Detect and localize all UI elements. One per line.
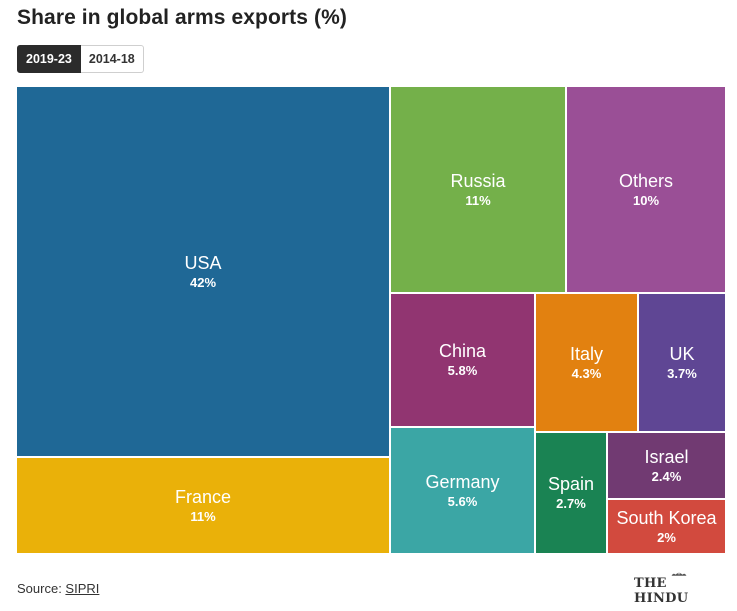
cell-label-china: China [438,341,487,361]
cell-label-france: France [174,486,232,507]
source-link-sipri[interactable]: SIPRI [65,581,100,596]
cell-label-others: Others [618,170,674,191]
the-hindu-logo: THE HINDU [634,572,724,606]
treemap-cell-italy[interactable]: Italy 4.3% [535,293,638,432]
cell-value-spain: 2.7% [556,496,586,511]
treemap-cell-china[interactable]: China 5.8% [390,293,535,427]
cell-value-others: 10% [632,192,660,208]
cell-value-israel: 2.4% [651,468,682,484]
treemap-cell-germany[interactable]: Germany 5.6% [390,427,535,554]
treemap-cell-russia[interactable]: Russia 11% [390,86,566,293]
cell-label-germany: Germany [425,471,500,492]
cell-value-uk: 3.7% [667,365,697,381]
cell-label-usa: USA [184,252,222,273]
period-tabs: 2019-23 2014-18 [17,45,144,73]
logo-text: THE HINDU [634,576,689,606]
treemap-cell-south-korea[interactable]: South Korea 2% [607,499,726,554]
tab-2014-18[interactable]: 2014-18 [80,45,144,73]
source-note: Source: SIPRI [17,581,99,596]
treemap-cell-usa[interactable]: USA 42% [16,86,390,457]
treemap-cell-france[interactable]: France 11% [16,457,390,554]
cell-label-south-korea: South Korea [616,507,717,528]
cell-label-russia: Russia [450,170,506,191]
cell-value-usa: 42% [189,274,217,290]
source-prefix: Source: [17,581,66,596]
cell-value-germany: 5.6% [447,493,478,509]
cell-label-uk: UK [669,343,695,364]
cell-value-china: 5.8% [447,363,478,378]
cell-value-france: 11% [190,508,216,524]
cell-label-israel: Israel [644,446,689,467]
treemap-cell-israel[interactable]: Israel 2.4% [607,432,726,499]
cell-label-italy: Italy [569,343,603,364]
cell-value-russia: 11% [465,192,491,208]
cell-value-italy: 4.3% [571,365,602,381]
hindu-emblem-icon [671,572,687,576]
treemap-cell-spain[interactable]: Spain 2.7% [535,432,607,554]
chart-title: Share in global arms exports (%) [17,6,347,29]
cell-value-south-korea: 2% [657,529,676,545]
treemap-cell-uk[interactable]: UK 3.7% [638,293,726,432]
cell-label-spain: Spain [547,474,595,494]
tab-2019-23[interactable]: 2019-23 [17,45,81,73]
treemap-cell-others[interactable]: Others 10% [566,86,726,293]
